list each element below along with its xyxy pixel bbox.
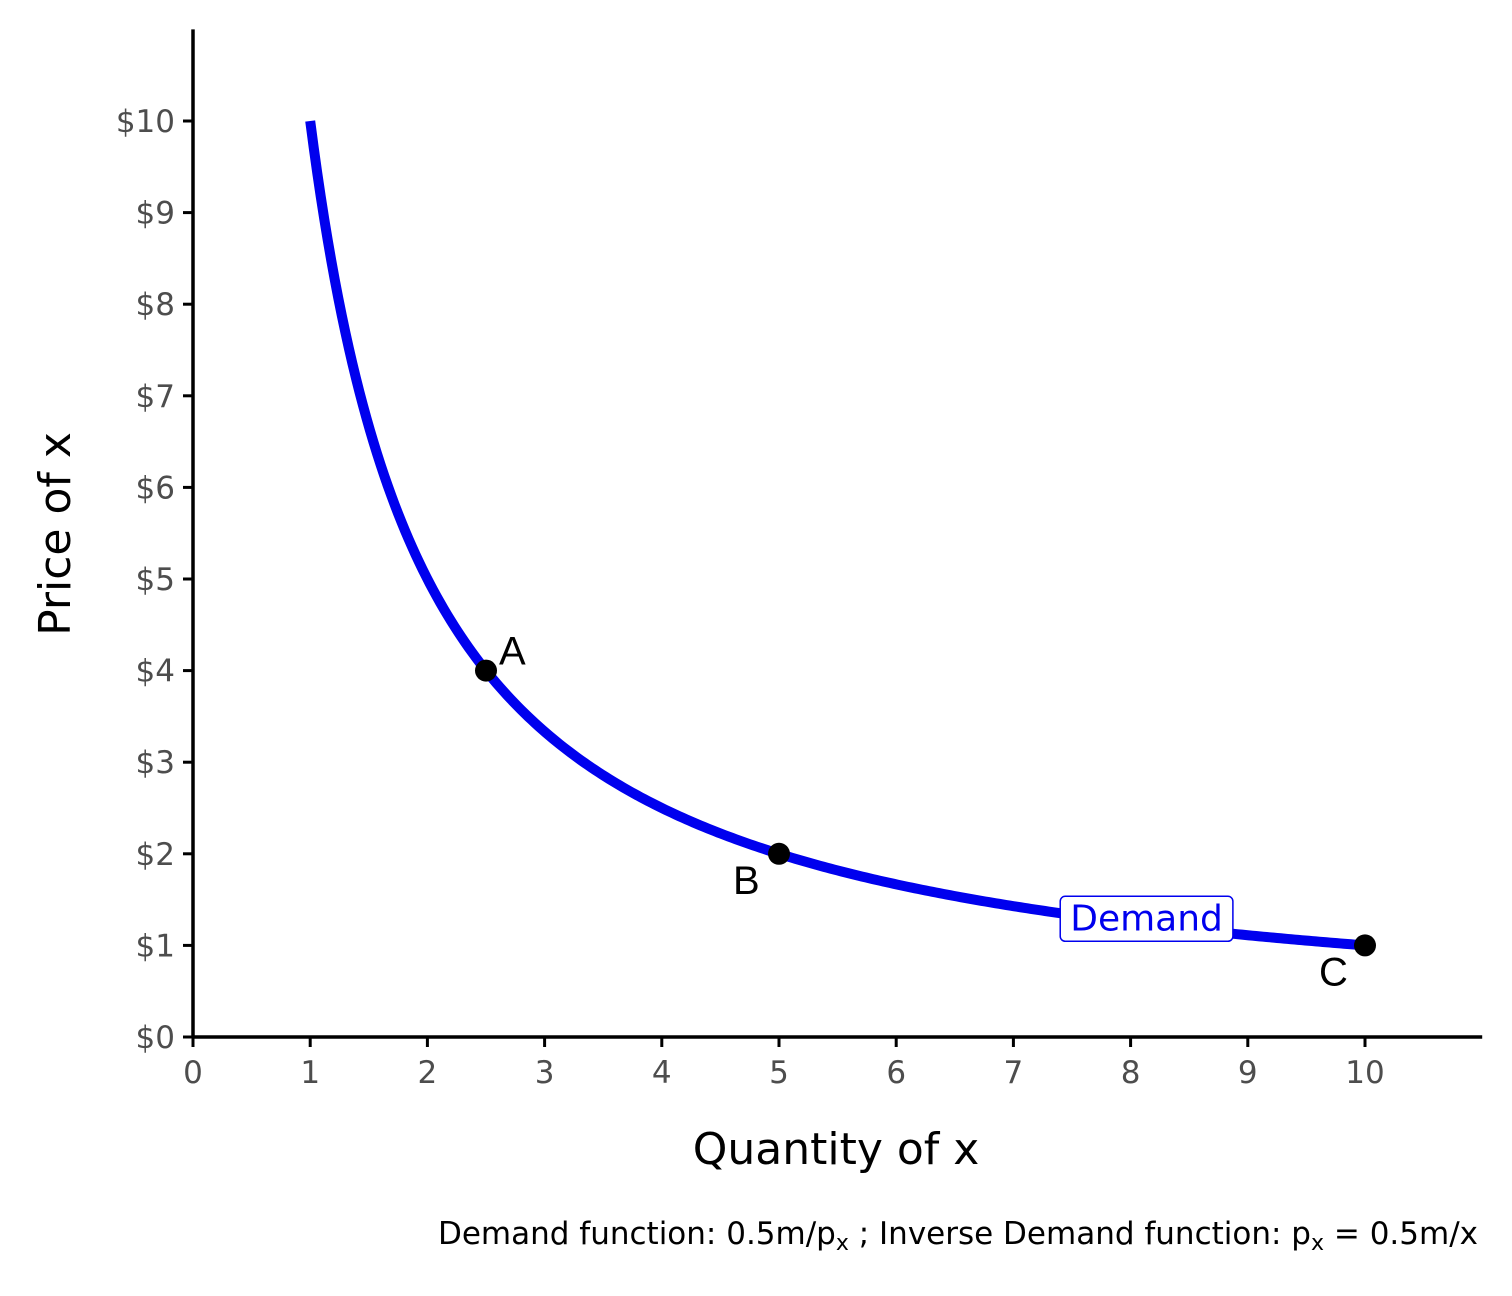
demand-curve — [305, 120, 1366, 951]
x-tick-label: 0 — [183, 1055, 203, 1091]
y-tick-label: $4 — [136, 654, 175, 690]
curve-layer: Demand — [305, 120, 1366, 951]
caption-sub1: x — [836, 1231, 849, 1256]
y-tick-label: $7 — [136, 379, 175, 415]
x-tick-label: 2 — [418, 1055, 438, 1091]
point-c — [1354, 934, 1376, 957]
demand-label: Demand — [1059, 895, 1234, 943]
x-axis-title: Quantity of x — [693, 1124, 980, 1175]
caption-part3: = 0.5m/x — [1324, 1216, 1478, 1252]
y-tick-label: $3 — [136, 745, 175, 781]
x-tick-label: 3 — [535, 1055, 555, 1091]
x-tick-label: 6 — [886, 1055, 906, 1091]
y-tick-label: $8 — [136, 287, 175, 323]
x-tick-label: 7 — [1004, 1055, 1024, 1091]
demand-label-box — [1059, 895, 1234, 943]
point-label-b: B — [733, 859, 760, 903]
caption-sub2: x — [1311, 1231, 1324, 1256]
x-tick-label: 9 — [1238, 1055, 1258, 1091]
axes: 0 1 2 3 4 5 6 7 8 9 10 $0 $1 $2 $3 $4 $5 $6 $7 $8 $9 $10 — [116, 29, 1483, 1091]
x-tick-label: 8 — [1121, 1055, 1141, 1091]
x-tick-label: 5 — [769, 1055, 789, 1091]
y-tick-label: $1 — [136, 928, 175, 964]
x-tick-label: 10 — [1345, 1055, 1384, 1091]
y-tick-label: $6 — [136, 470, 175, 506]
y-tick-label: $10 — [116, 104, 175, 140]
demand-label-text: Demand — [1070, 898, 1223, 939]
y-tick-label: $9 — [136, 196, 175, 232]
x-tick-label: 1 — [300, 1055, 320, 1091]
point-label-c: C — [1319, 950, 1348, 994]
y-axis-title: Price of x — [30, 432, 81, 636]
caption-part2: ; Inverse Demand function: p — [849, 1216, 1311, 1252]
y-tick-label: $2 — [136, 837, 175, 873]
y-tick-label: $0 — [136, 1020, 175, 1056]
points-layer: A B C — [475, 630, 1376, 994]
point-label-a: A — [499, 630, 526, 674]
caption: Demand function: 0.5m/px ; Inverse Deman… — [438, 1216, 1478, 1256]
y-tick-label: $5 — [136, 562, 175, 598]
caption-part1: Demand function: 0.5m/p — [438, 1216, 836, 1252]
x-tick-label: 4 — [652, 1055, 672, 1091]
point-a — [475, 659, 497, 682]
point-b — [768, 842, 790, 865]
